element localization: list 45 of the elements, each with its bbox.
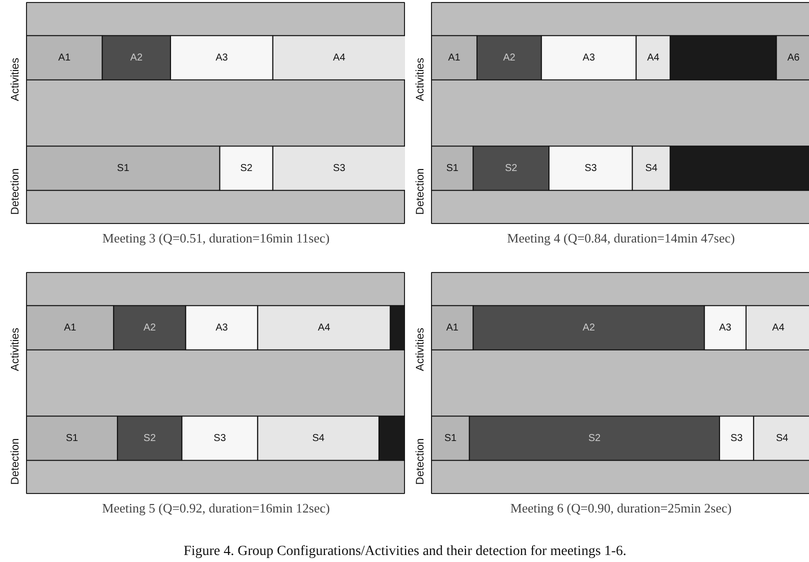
series-label: S3 bbox=[584, 162, 598, 174]
series-label: A4 bbox=[772, 322, 785, 334]
text: Meeting 4 (Q=0.84, duration=14min 47sec) bbox=[507, 230, 735, 246]
series-label: S2 bbox=[240, 162, 253, 174]
series-label: S1 bbox=[444, 432, 458, 444]
y-tick-label: Detection bbox=[10, 438, 22, 485]
series-label: A2 bbox=[503, 52, 516, 64]
series-label: S3 bbox=[333, 162, 346, 174]
series-label: S2 bbox=[144, 432, 156, 444]
y-tick-label: Activities bbox=[414, 57, 426, 102]
series-label: S1 bbox=[446, 162, 459, 174]
y-tick-label: Detection bbox=[414, 168, 426, 215]
series-label: A3 bbox=[216, 322, 228, 334]
series-label: A3 bbox=[216, 52, 228, 64]
series-label: A2 bbox=[144, 322, 156, 334]
series-label: A4 bbox=[318, 322, 331, 334]
series-label: S2 bbox=[504, 162, 518, 174]
series-label: S3 bbox=[730, 432, 744, 444]
series-label: S4 bbox=[312, 432, 325, 444]
series-label: A6 bbox=[787, 52, 800, 64]
caption: Figure 4. Group Configurations/Activities and their detection for meetings 1-6. bbox=[184, 544, 626, 559]
y-tick-label: Detection bbox=[10, 168, 22, 215]
series-label: S4 bbox=[776, 432, 789, 444]
series-label: A3 bbox=[719, 322, 732, 334]
series-label: A4 bbox=[333, 52, 346, 64]
series-label: A3 bbox=[582, 52, 596, 64]
series-label: S1 bbox=[66, 432, 79, 444]
text: Meeting 6 (Q=0.90, duration=25min 2sec) bbox=[510, 500, 732, 516]
text: Meeting 5 (Q=0.92, duration=16min 12sec) bbox=[102, 500, 330, 516]
series-label: A1 bbox=[58, 52, 71, 64]
series-label: A1 bbox=[446, 322, 459, 334]
series-label: A2 bbox=[582, 322, 596, 334]
series-label: A2 bbox=[130, 52, 143, 64]
y-tick-label: Detection bbox=[414, 438, 426, 485]
y-tick-label: Activities bbox=[10, 57, 22, 102]
series-label: A1 bbox=[448, 52, 461, 64]
series-label: A4 bbox=[647, 52, 660, 64]
series-label: A1 bbox=[64, 322, 77, 334]
series-label: S2 bbox=[588, 432, 602, 444]
text: Meeting 3 (Q=0.51, duration=16min 11sec) bbox=[102, 230, 330, 246]
y-tick-label: Activities bbox=[10, 327, 22, 372]
y-tick-label: Activities bbox=[414, 327, 426, 372]
series-label: S4 bbox=[645, 162, 658, 174]
series-label: S1 bbox=[117, 162, 130, 174]
series-label: S3 bbox=[214, 432, 226, 444]
